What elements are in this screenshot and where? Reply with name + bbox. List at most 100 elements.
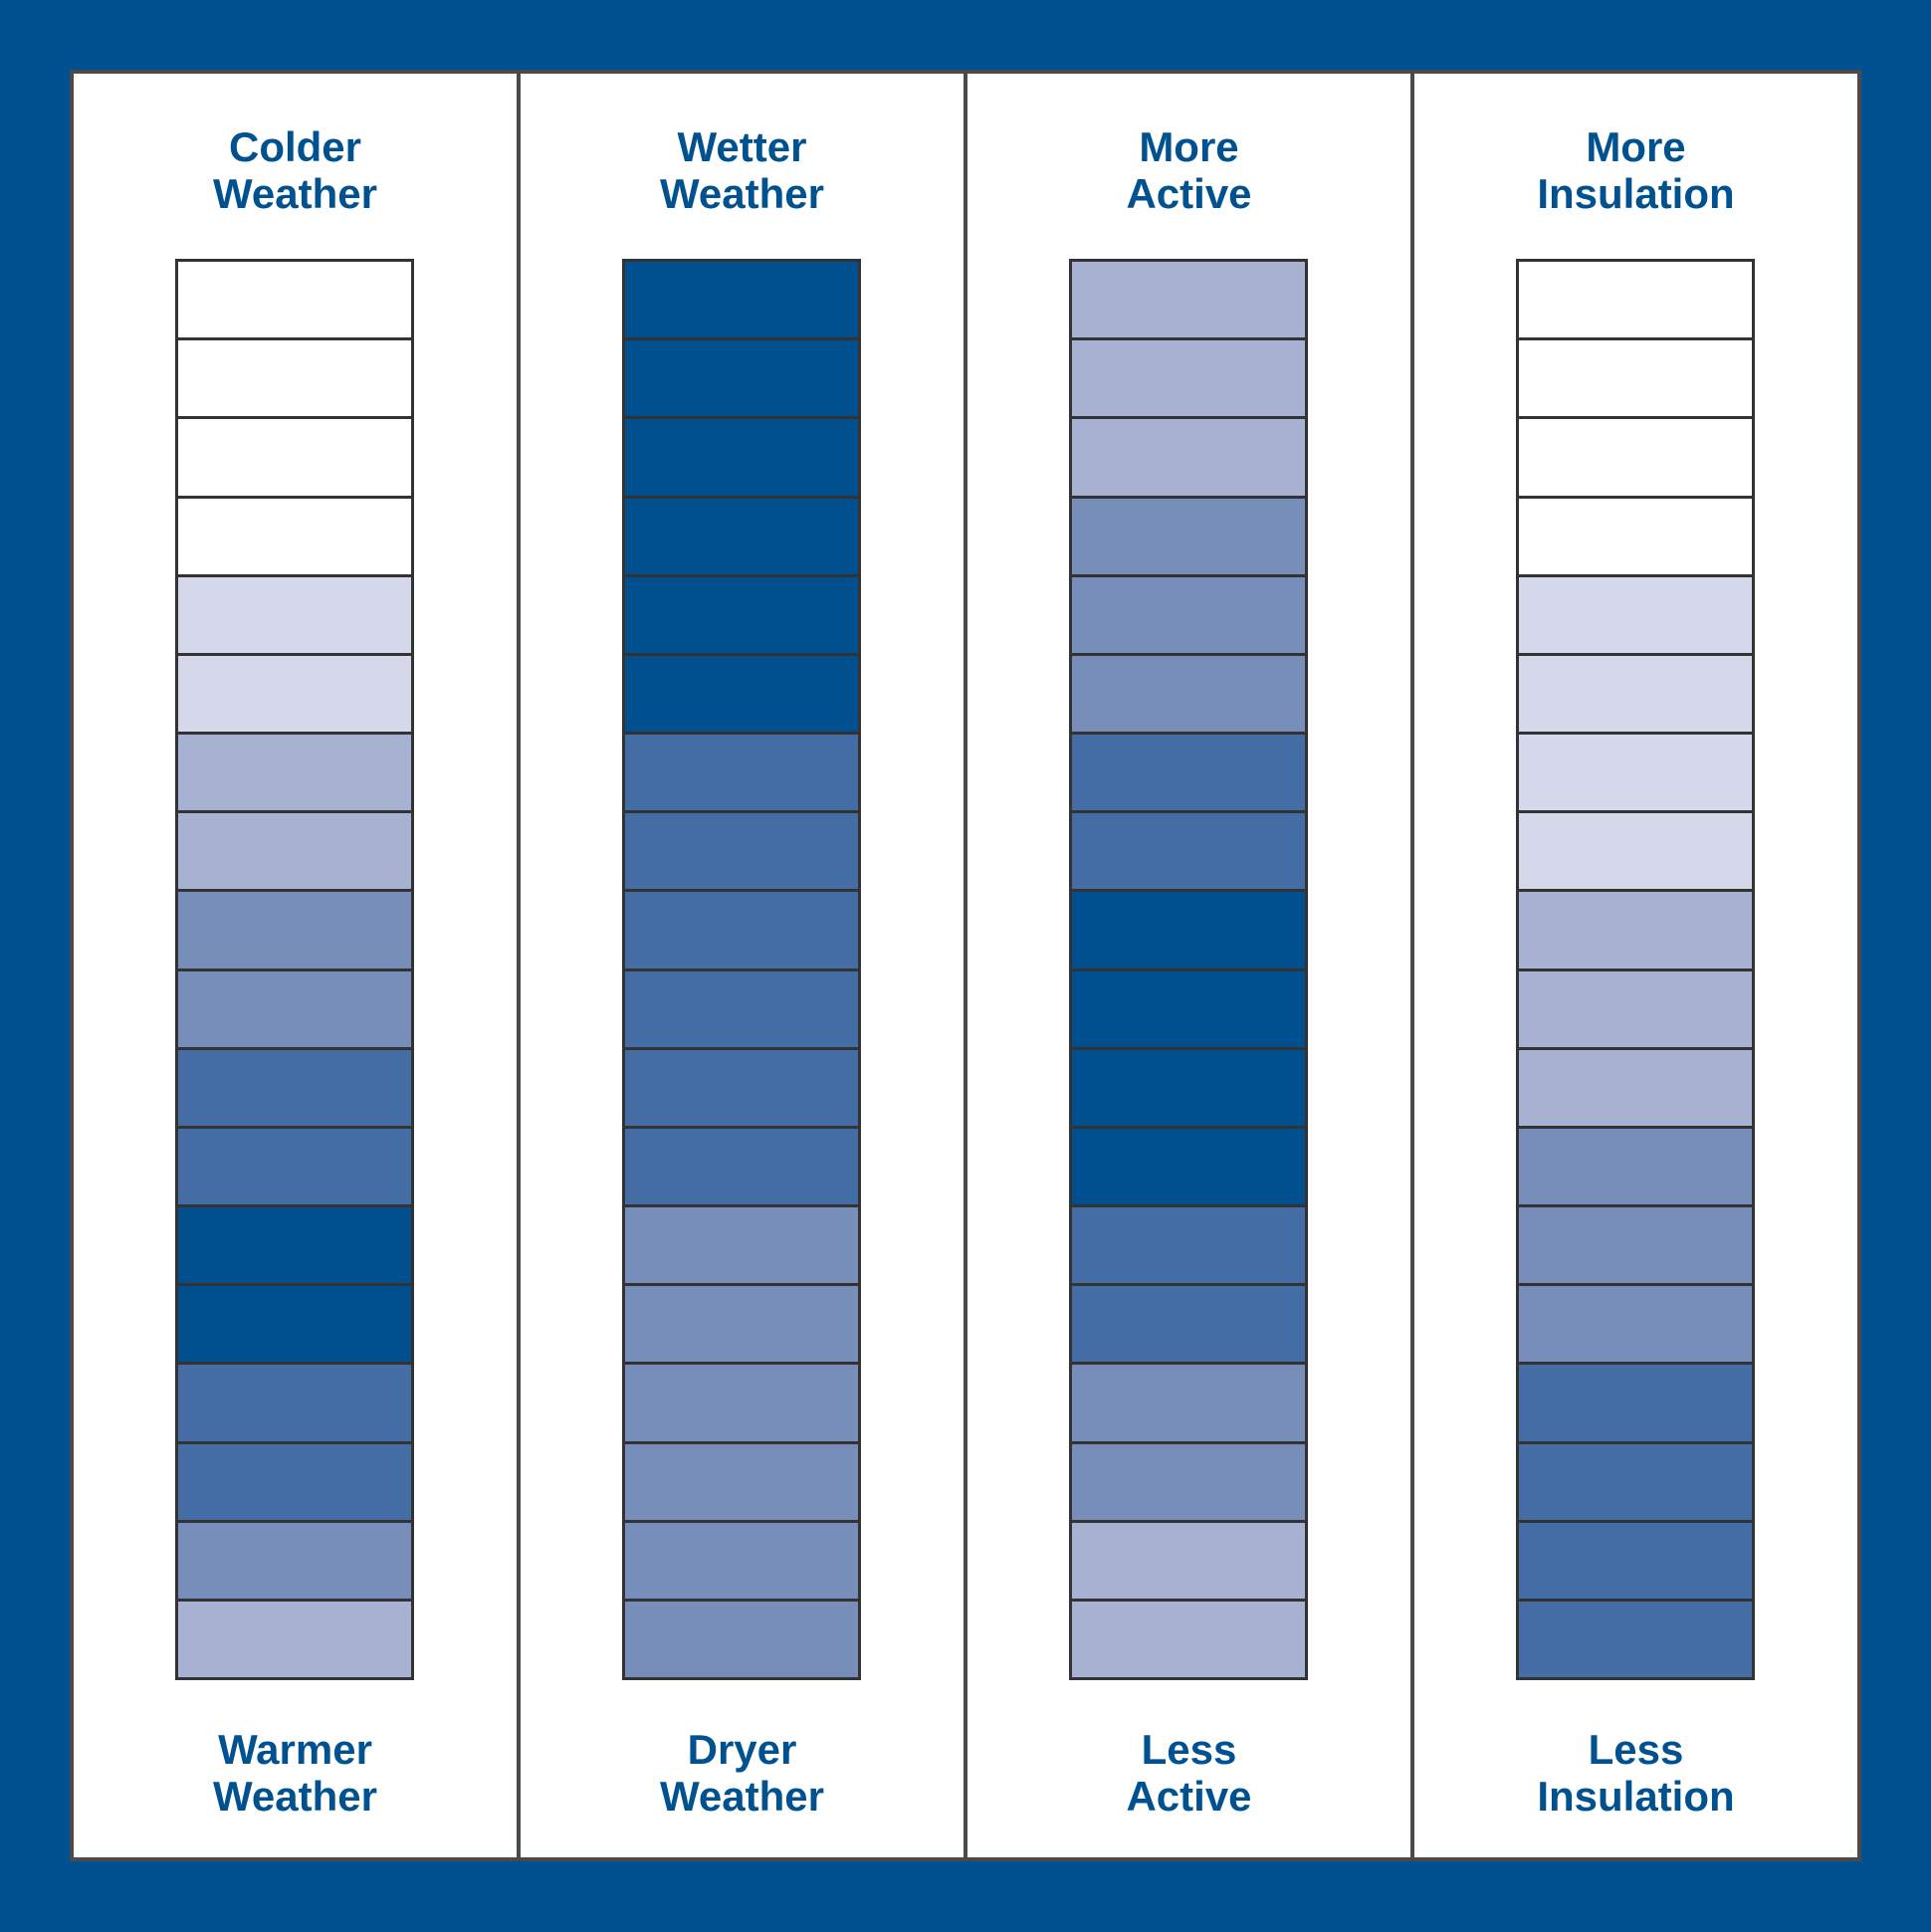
label-line: Weather (660, 170, 824, 217)
column-bottom-label: Warmer Weather (74, 1726, 517, 1820)
scale-cell (178, 1440, 411, 1520)
scale-cell (1072, 1362, 1305, 1441)
scale-cell (1072, 967, 1305, 1047)
scale-cell (1072, 810, 1305, 890)
scale-cell (1519, 573, 1752, 653)
scale-cell (178, 337, 411, 417)
label-line: Weather (213, 1773, 377, 1820)
scale-cell (178, 732, 411, 811)
label-line: Insulation (1537, 170, 1735, 217)
scale-cell (625, 1362, 858, 1441)
scale-cell (1519, 1125, 1752, 1205)
scale-cell (178, 1598, 411, 1678)
column-bottom-label: Less Insulation (1414, 1726, 1857, 1820)
scale-cell (625, 652, 858, 733)
scale-cell (1519, 1204, 1752, 1284)
scale-cell (1519, 495, 1752, 574)
scale-cell (1072, 1598, 1305, 1678)
shade-scale (175, 259, 414, 1680)
scale-cell (1519, 337, 1752, 417)
shade-scale (1069, 259, 1308, 1680)
scale-cell (178, 967, 411, 1047)
scale-cell (625, 1125, 858, 1205)
scale-cell (625, 889, 858, 968)
scale-cell (625, 1440, 858, 1520)
column-top-label: More Insulation (1414, 123, 1857, 217)
scale-cell (1519, 967, 1752, 1047)
scale-cell (1072, 262, 1305, 338)
column-colder-warmer: Colder Weather Warmer Weather (74, 74, 517, 1857)
scale-cell (1519, 1519, 1752, 1599)
scale-cell (1072, 1440, 1305, 1520)
scale-cell (1072, 416, 1305, 496)
scale-cell (178, 262, 411, 338)
scale-cell (1072, 337, 1305, 417)
scale-cell (1072, 1283, 1305, 1363)
column-top-label: More Active (967, 123, 1410, 217)
scale-cell (1072, 1519, 1305, 1599)
label-line: Warmer (218, 1726, 372, 1773)
scale-cell (1072, 495, 1305, 574)
scale-cell (178, 1125, 411, 1205)
column-more-less-insulation: More Insulation Less Insulation (1410, 74, 1857, 1857)
label-line: Wetter (677, 123, 807, 170)
column-top-label: Colder Weather (74, 123, 517, 217)
scale-cell (1519, 1362, 1752, 1441)
scale-cell (178, 889, 411, 968)
scale-cell (625, 573, 858, 653)
scale-cell (178, 1283, 411, 1363)
label-line: Less (1141, 1726, 1237, 1773)
scale-cell (1519, 1046, 1752, 1126)
scale-cell (625, 810, 858, 890)
label-line: Insulation (1537, 1773, 1735, 1820)
scale-cell (625, 1283, 858, 1363)
scale-cell (625, 967, 858, 1047)
scale-cell (1519, 652, 1752, 733)
scale-cell (625, 416, 858, 496)
label-line: Colder (228, 123, 361, 170)
scale-cell (178, 1519, 411, 1599)
scale-cell (625, 1519, 858, 1599)
scale-cell (625, 1598, 858, 1678)
scale-cell (178, 495, 411, 574)
scale-cell (1519, 889, 1752, 968)
shade-scale (622, 259, 861, 1680)
label-line: Active (1126, 170, 1252, 217)
scale-cell (1519, 416, 1752, 496)
scale-cell (625, 1204, 858, 1284)
scale-cell (1519, 1440, 1752, 1520)
scale-cell (1519, 262, 1752, 338)
scale-cell (178, 1204, 411, 1284)
scale-cell (625, 495, 858, 574)
label-line: Dryer (687, 1726, 797, 1773)
scale-cell (178, 1362, 411, 1441)
scale-cell (1519, 732, 1752, 811)
column-bottom-label: Dryer Weather (521, 1726, 964, 1820)
scale-cell (1072, 1046, 1305, 1126)
scale-cell (1519, 1598, 1752, 1678)
column-wetter-dryer: Wetter Weather Dryer Weather (517, 74, 964, 1857)
label-line: More (1139, 123, 1239, 170)
scale-cell (1072, 573, 1305, 653)
scale-cell (625, 732, 858, 811)
label-line: Weather (213, 170, 377, 217)
label-line: More (1586, 123, 1686, 170)
scale-cell (1072, 1204, 1305, 1284)
scale-cell (178, 416, 411, 496)
comparison-panels: Colder Weather Warmer Weather Wetter Wea… (70, 70, 1861, 1861)
column-more-less-active: More Active Less Active (964, 74, 1410, 1857)
scale-cell (625, 1046, 858, 1126)
scale-cell (1072, 732, 1305, 811)
scale-cell (625, 262, 858, 338)
scale-cell (625, 337, 858, 417)
column-top-label: Wetter Weather (521, 123, 964, 217)
column-bottom-label: Less Active (967, 1726, 1410, 1820)
scale-cell (1072, 1125, 1305, 1205)
scale-cell (1072, 889, 1305, 968)
scale-cell (1519, 1283, 1752, 1363)
scale-cell (1519, 810, 1752, 890)
shade-scale (1516, 259, 1755, 1680)
label-line: Less (1588, 1726, 1684, 1773)
scale-cell (178, 652, 411, 733)
